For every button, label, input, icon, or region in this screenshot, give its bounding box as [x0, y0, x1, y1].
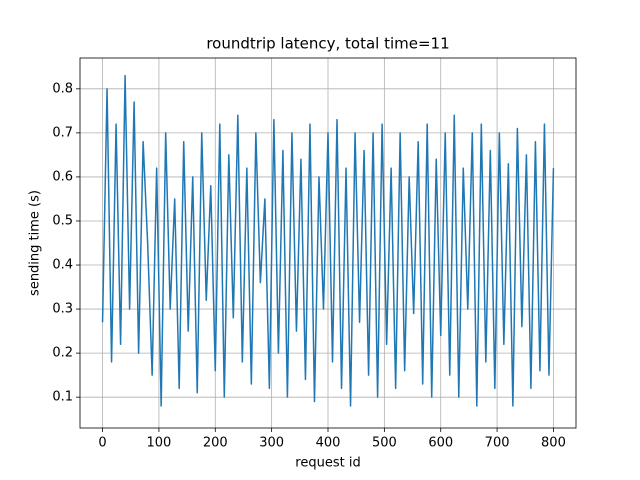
x-tick-label: 300: [259, 436, 284, 451]
x-axis-label: request id: [295, 456, 360, 471]
y-tick-label: 0.2: [52, 346, 73, 361]
x-tick-label: 0: [98, 436, 106, 451]
x-tick-label: 800: [541, 436, 566, 451]
x-tick-label: 700: [485, 436, 510, 451]
y-tick-label: 0.4: [52, 258, 73, 273]
data-line: [101, 74, 555, 407]
x-tick-label: 100: [146, 436, 171, 451]
y-tick-label: 0.7: [52, 125, 73, 140]
y-axis-label: sending time (s): [28, 190, 43, 296]
y-tick-label: 0.5: [52, 213, 73, 228]
y-tick-label: 0.1: [52, 390, 73, 405]
x-tick-label: 600: [428, 436, 453, 451]
x-tick-label: 200: [203, 436, 228, 451]
y-tick-label: 0.6: [52, 169, 73, 184]
plot-frame: [79, 57, 577, 429]
x-tick-label: 500: [372, 436, 397, 451]
y-tick-label: 0.3: [52, 302, 73, 317]
y-tick-label: 0.8: [52, 81, 73, 96]
chart-title: roundtrip latency, total time=11: [206, 35, 449, 53]
x-tick-label: 400: [316, 436, 341, 451]
